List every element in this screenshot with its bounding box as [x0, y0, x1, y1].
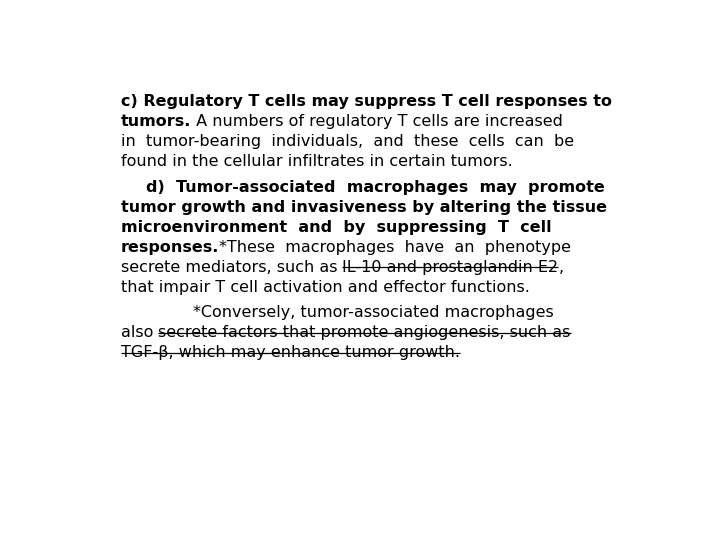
Text: *These  macrophages  have  an  phenotype: *These macrophages have an phenotype	[219, 240, 571, 254]
Text: c) Regulatory T cells may suppress T cell responses to: c) Regulatory T cells may suppress T cel…	[121, 94, 612, 109]
Text: tumor growth and invasiveness by altering the tissue: tumor growth and invasiveness by alterin…	[121, 200, 607, 215]
Text: found in the cellular infiltrates in certain tumors.: found in the cellular infiltrates in cer…	[121, 154, 513, 169]
Text: TGF-β, which may enhance tumor growth.: TGF-β, which may enhance tumor growth.	[121, 346, 459, 360]
Text: ,: ,	[559, 260, 564, 274]
Text: in  tumor-bearing  individuals,  and  these  cells  can  be: in tumor-bearing individuals, and these …	[121, 134, 574, 149]
Text: *Conversely, tumor-associated macrophages: *Conversely, tumor-associated macrophage…	[193, 306, 554, 320]
Text: secrete mediators, such as: secrete mediators, such as	[121, 260, 342, 274]
Text: secrete factors that promote angiogenesis, such as: secrete factors that promote angiogenesi…	[158, 326, 570, 340]
Text: microenvironment  and  by  suppressing  T  cell: microenvironment and by suppressing T ce…	[121, 220, 552, 235]
Text: that impair T cell activation and effector functions.: that impair T cell activation and effect…	[121, 280, 530, 294]
Text: IL-10 and prostaglandin E2: IL-10 and prostaglandin E2	[342, 260, 559, 274]
Text: A numbers of regulatory T cells are increased: A numbers of regulatory T cells are incr…	[191, 114, 563, 129]
Text: also: also	[121, 326, 158, 340]
Text: d)  Tumor-associated  macrophages  may  promote: d) Tumor-associated macrophages may prom…	[145, 180, 605, 195]
Text: responses.: responses.	[121, 240, 219, 254]
Text: tumors.: tumors.	[121, 114, 191, 129]
